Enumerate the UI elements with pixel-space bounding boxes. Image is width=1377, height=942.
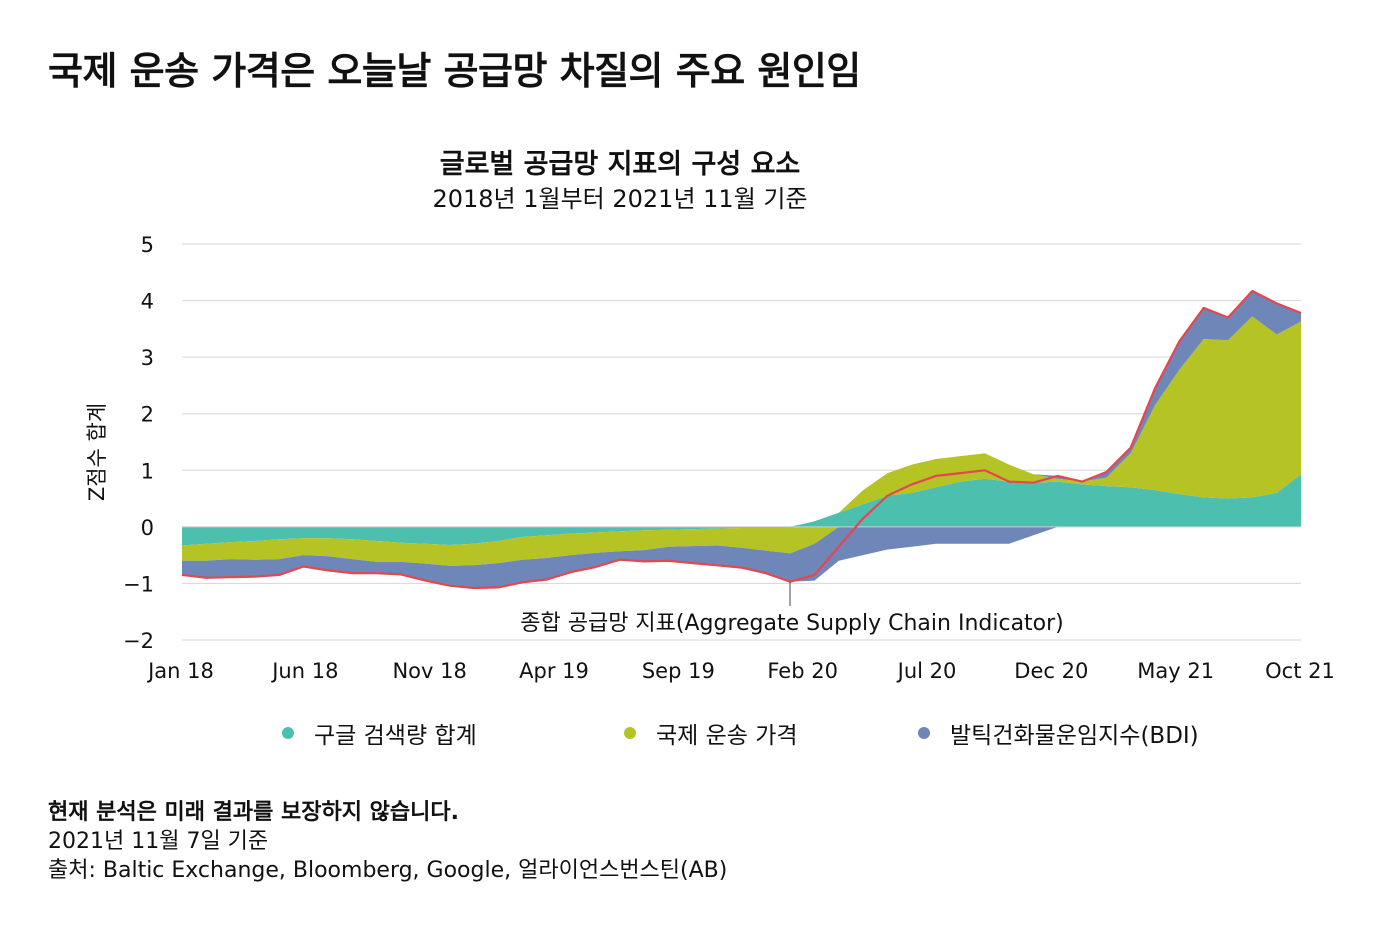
- y-tick-label: −1: [123, 572, 154, 596]
- shipping-price-area-positive: [182, 316, 1301, 527]
- as-of-date: 2021년 11월 7일 기준: [48, 829, 269, 854]
- x-tick-label: Jul 20: [896, 659, 957, 683]
- stacked-area-chart: 5 4 3 2 1 0 −1 −2 Jan 18 Jun 18 Nov 18 Apr 19 Sep 1…: [85, 233, 1335, 683]
- google-search-area-negative: [182, 526, 1301, 546]
- shipping-price-area-negative: [182, 526, 1301, 566]
- series-areas: [182, 291, 1301, 588]
- x-tick-label: Dec 20: [1014, 659, 1088, 683]
- y-axis-label: Z점수 합계: [85, 403, 109, 501]
- bdi-area-negative: [182, 526, 1301, 588]
- chart-subtitle: 2018년 1월부터 2021년 11월 기준: [432, 185, 808, 213]
- y-tick-labels: 5 4 3 2 1 0 −1 −2: [123, 233, 154, 653]
- aggregate-line-group: [181, 289, 1302, 590]
- y-tick-label: 4: [141, 290, 154, 314]
- source-text: 출처: Baltic Exchange, Bloomberg, Google, …: [48, 858, 728, 883]
- page-headline: 국제 운송 가격은 오늘날 공급망 차질의 주요 원인임: [48, 49, 861, 93]
- y-tick-label: 1: [141, 459, 154, 483]
- chart-title: 글로벌 공급망 지표의 구성 요소: [439, 149, 801, 180]
- chart-legend: 구글 검색량 합계 국제 운송 가격 발틱건화물운임지수(BDI): [0, 716, 1377, 750]
- legend-item-bdi: 발틱건화물운임지수(BDI): [918, 716, 1199, 750]
- legend-label-bdi: 발틱건화물운임지수(BDI): [950, 723, 1199, 749]
- legend-label-shipping: 국제 운송 가격: [656, 723, 798, 749]
- x-tick-label: Apr 19: [519, 659, 589, 683]
- x-tick-label: Jun 18: [270, 659, 338, 683]
- x-tick-label: Jan 18: [146, 659, 214, 683]
- y-tick-label: 5: [141, 233, 154, 257]
- google-search-area-positive: [182, 474, 1301, 527]
- shipping-swatch-icon: [624, 727, 636, 739]
- y-tick-label: 2: [141, 403, 154, 427]
- bdi-swatch-icon: [918, 727, 930, 739]
- chart-footer: 현재 분석은 미래 결과를 보장하지 않습니다. 2021년 11월 7일 기준…: [48, 798, 727, 885]
- x-tick-label: Nov 18: [392, 659, 466, 683]
- x-tick-label: Sep 19: [642, 659, 715, 683]
- x-tick-label: May 21: [1137, 659, 1214, 683]
- x-tick-label: Oct 21: [1265, 659, 1335, 683]
- legend-item-google: 구글 검색량 합계: [282, 716, 477, 750]
- legend-item-shipping: 국제 운송 가격: [624, 716, 798, 750]
- y-tick-label: −2: [123, 629, 154, 653]
- legend-label-google: 구글 검색량 합계: [314, 723, 477, 749]
- disclaimer-text: 현재 분석은 미래 결과를 보장하지 않습니다.: [48, 800, 459, 825]
- aggregate-annotation: 종합 공급망 지표(Aggregate Supply Chain Indicat…: [520, 611, 1064, 636]
- y-tick-label: 3: [141, 346, 154, 370]
- x-tick-label: Feb 20: [767, 659, 838, 683]
- google-swatch-icon: [282, 727, 294, 739]
- aggregate-indicator-line: [181, 289, 1302, 590]
- y-tick-label: 0: [141, 516, 154, 540]
- x-tick-labels: Jan 18 Jun 18 Nov 18 Apr 19 Sep 19 Feb 20 Jul …: [146, 659, 1335, 683]
